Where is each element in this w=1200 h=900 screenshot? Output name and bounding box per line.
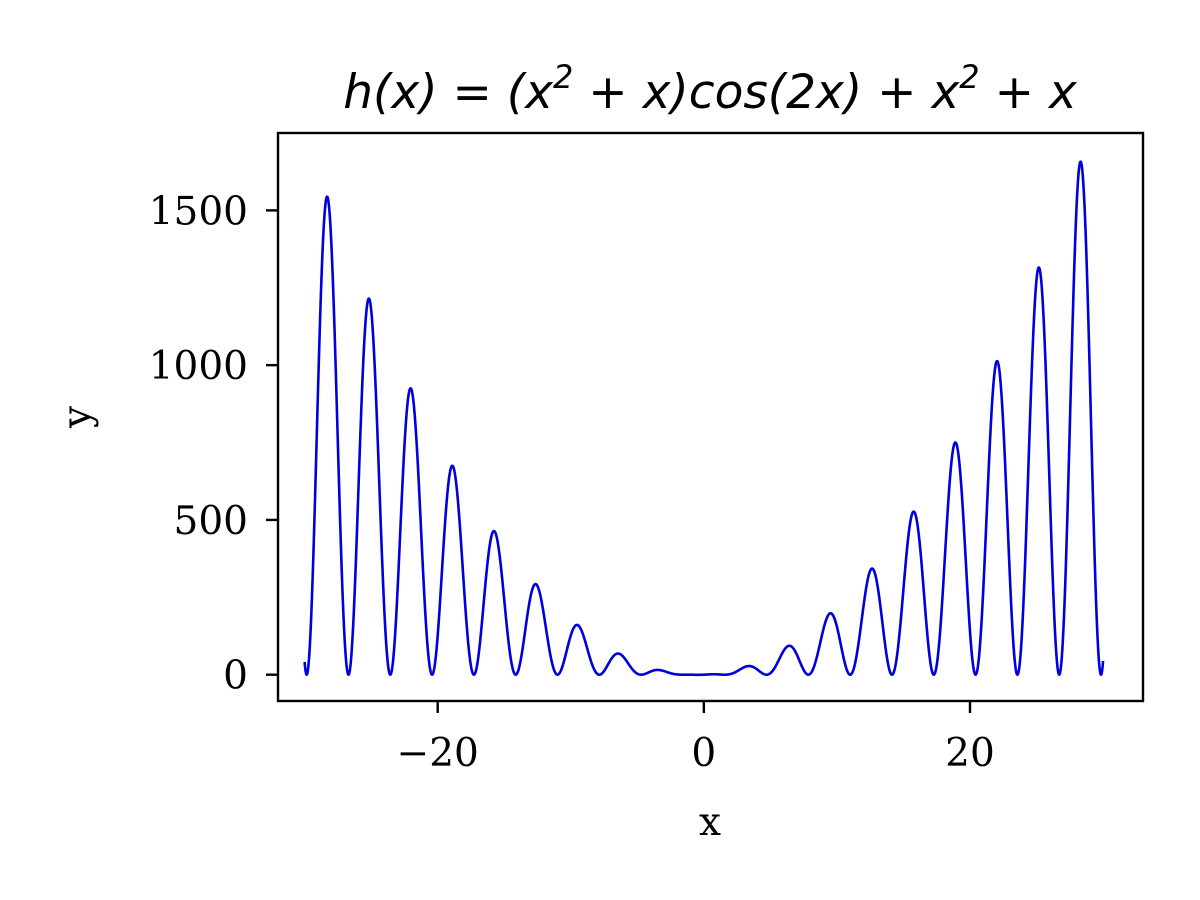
y-tick-label: 500: [174, 499, 248, 544]
y-tick-label: 0: [223, 654, 248, 699]
chart-title: h(x) = (x2 + x)cos(2x) + x2 + x: [343, 58, 1078, 120]
y-axis-label: y: [55, 406, 100, 429]
y-tick-label: 1500: [149, 189, 248, 234]
y-tick-label: 1000: [149, 344, 248, 389]
x-tick-label: 0: [691, 731, 716, 776]
y-axis-ticks: 0 500 1000 1500: [149, 189, 278, 699]
chart-title-tail: + x: [980, 65, 1078, 120]
x-axis-label: x: [699, 800, 721, 845]
chart-title-exponent-2: 2: [959, 58, 979, 96]
plot-area: [276, 131, 1145, 703]
x-tick-label: 20: [945, 731, 995, 776]
axes-frame: [276, 131, 1145, 703]
x-tick-label: −20: [397, 731, 479, 776]
chart-title-exponent-1: 2: [553, 58, 573, 96]
data-series-line: [303, 160, 1105, 677]
chart-title-middle: + x)cos(2x) + x: [573, 65, 960, 120]
x-axis-ticks: −20 0 20: [397, 701, 995, 776]
chart-title-lead: h(x) = (x: [343, 65, 554, 120]
